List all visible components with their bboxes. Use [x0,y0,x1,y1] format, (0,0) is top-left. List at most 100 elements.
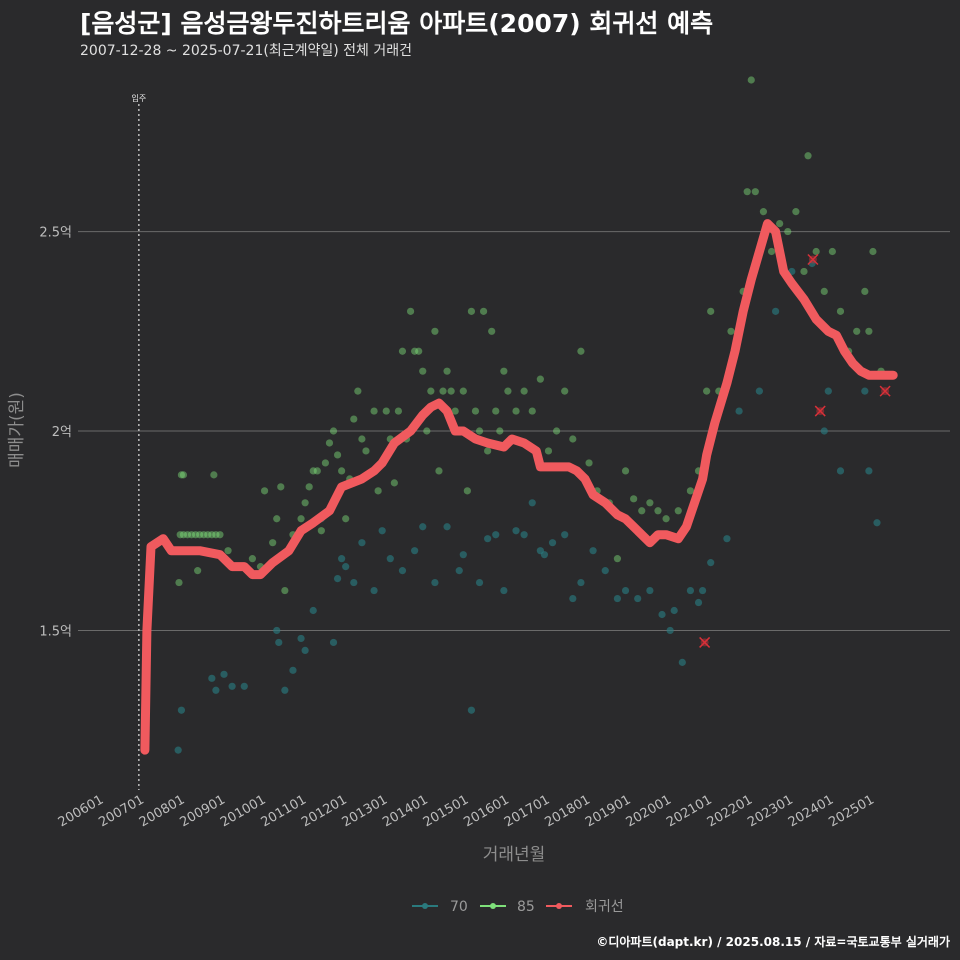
point-85 [484,447,492,455]
x-axis-title: 거래년월 [483,845,546,865]
point-70 [475,578,484,587]
point-85 [204,531,212,539]
regression-line-group [140,219,898,755]
point-85 [321,459,330,467]
point-70 [520,531,528,539]
point-70 [443,523,451,531]
point-85 [492,407,500,415]
point-85 [836,307,845,315]
x-tick-label: 202501 [826,792,876,830]
x-tick-label: 200601 [56,792,106,830]
point-85 [200,531,208,539]
point-85 [192,531,200,539]
y-tick-label: 1.5억 [39,624,72,639]
point-85 [662,515,670,523]
legend-item-70: 70 [412,899,468,915]
point-70 [589,547,597,555]
y-axis-title: 매매가(원) [7,392,27,468]
point-70 [240,682,248,690]
point-70 [865,467,873,475]
point-85 [504,387,512,395]
point-70 [329,638,338,647]
point-85 [329,427,338,435]
point-70 [686,586,695,595]
point-85 [398,347,407,355]
point-85 [747,76,755,84]
point-85 [350,415,358,423]
y-tick-label: 2.5억 [39,226,72,241]
legend-item-reg: 회귀선 [546,899,624,915]
point-85 [390,479,398,487]
outlier-cross [807,253,819,266]
point-70 [301,646,309,654]
legend-label: 회귀선 [585,899,624,915]
point-85 [297,515,305,523]
point-70 [333,574,342,583]
x-axis-ticks: 2006012007012008012009012010012011012012… [56,792,877,830]
point-85 [406,307,415,315]
point-85 [828,247,836,256]
outlier-marker [699,636,711,648]
point-70 [208,674,216,682]
point-85 [686,487,695,495]
point-85 [212,531,220,539]
point-85 [703,387,711,395]
legend-dot [490,903,496,909]
point-70 [678,658,686,666]
x-tick-label: 201601 [461,792,511,830]
point-70 [500,586,508,595]
point-85 [743,188,751,196]
point-70 [634,594,642,603]
point-85 [179,471,188,479]
point-70 [646,586,654,595]
outlier-markers [699,253,891,648]
point-85 [269,539,277,547]
point-85 [759,208,768,216]
point-85 [260,487,269,495]
point-85 [370,407,378,415]
point-70 [492,531,500,539]
point-85 [177,471,186,479]
series-85-points [175,76,885,595]
point-85 [569,435,577,443]
legend-item-85: 85 [480,899,535,915]
point-85 [187,531,196,539]
point-85 [707,307,715,315]
point-70 [528,499,536,507]
x-tick-label: 202101 [664,792,714,830]
chart-subtitle: 2007-12-28 ~ 2025-07-21(최근계약일) 전체 거래건 [80,43,412,59]
point-85 [613,555,622,563]
point-70 [273,626,281,635]
point-85 [792,208,800,216]
point-70 [177,706,186,714]
point-85 [646,499,654,507]
point-85 [248,555,256,563]
source-credit: ©디아파트(dapt.kr) / 2025.08.15 / 자료=국토교통부 실… [596,935,950,949]
x-tick-label: 201101 [259,792,309,830]
point-85 [431,327,439,335]
point-70 [861,387,869,395]
point-85 [621,467,630,475]
point-85 [800,267,808,276]
point-85 [423,427,431,435]
point-85 [411,347,419,355]
point-85 [394,407,403,415]
legend: 70 85 회귀선 [412,899,624,915]
point-85 [362,447,370,455]
point-70 [378,527,386,535]
point-70 [577,578,585,587]
point-70 [338,555,346,563]
x-tick-label: 200701 [96,792,146,830]
outlier-cross [814,405,826,417]
point-70 [467,706,476,714]
point-70 [548,539,557,547]
point-85 [520,387,528,395]
point-85 [820,287,828,296]
regression-line [140,219,898,755]
point-85 [354,387,362,395]
x-tick-label: 201001 [218,792,268,830]
outlier-cross [879,385,891,397]
point-85 [479,307,488,315]
point-85 [451,407,459,415]
